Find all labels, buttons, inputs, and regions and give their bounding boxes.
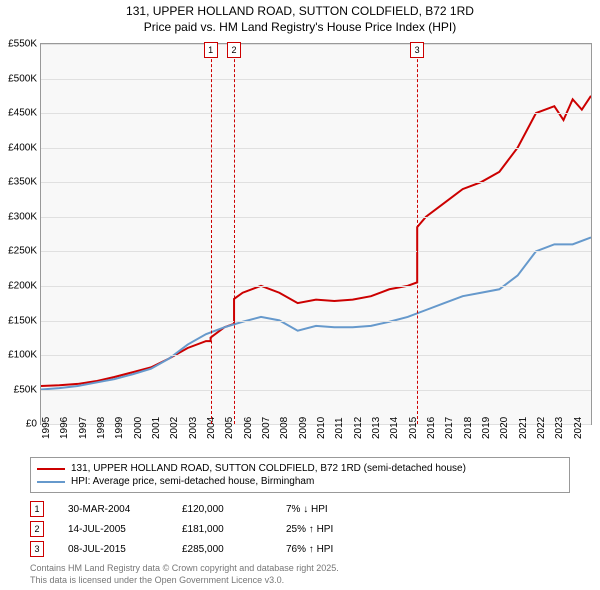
x-axis-label: 2009 xyxy=(298,417,309,439)
x-axis-label: 2013 xyxy=(371,417,382,439)
x-axis-label: 1997 xyxy=(78,417,89,439)
x-axis-label: 2018 xyxy=(463,417,474,439)
gridline xyxy=(41,390,591,391)
chart-plot-area: £0£50K£100K£150K£200K£250K£300K£350K£400… xyxy=(40,43,592,425)
y-axis-label: £300K xyxy=(1,211,37,222)
y-axis-label: £550K xyxy=(1,39,37,50)
footer-line-2: This data is licensed under the Open Gov… xyxy=(30,575,570,587)
y-axis-label: £500K xyxy=(1,73,37,84)
legend-item: HPI: Average price, semi-detached house,… xyxy=(37,475,563,488)
x-axis-label: 1996 xyxy=(59,417,70,439)
gridline xyxy=(41,251,591,252)
gridline xyxy=(41,44,591,45)
x-axis-label: 2012 xyxy=(353,417,364,439)
marker-line xyxy=(211,44,212,424)
transaction-id: 2 xyxy=(30,521,44,537)
y-axis-label: £200K xyxy=(1,281,37,292)
y-axis-label: £250K xyxy=(1,246,37,257)
x-axis-label: 2010 xyxy=(316,417,327,439)
x-axis-label: 2006 xyxy=(243,417,254,439)
y-axis-label: £50K xyxy=(1,384,37,395)
series-price_paid xyxy=(41,96,591,386)
x-axis-label: 2002 xyxy=(169,417,180,439)
legend-item: 131, UPPER HOLLAND ROAD, SUTTON COLDFIEL… xyxy=(37,462,563,475)
title-line-1: 131, UPPER HOLLAND ROAD, SUTTON COLDFIEL… xyxy=(0,4,600,20)
x-axis-label: 2016 xyxy=(426,417,437,439)
transaction-price: £285,000 xyxy=(182,544,262,555)
transaction-hpi: 76% ↑ HPI xyxy=(286,544,376,555)
marker-line xyxy=(234,44,235,424)
gridline xyxy=(41,148,591,149)
transaction-table: 1 30-MAR-2004 £120,000 7% ↓ HPI 2 14-JUL-2005… xyxy=(30,499,570,559)
transaction-hpi: 25% ↑ HPI xyxy=(286,524,376,535)
gridline xyxy=(41,113,591,114)
gridline xyxy=(41,321,591,322)
transaction-date: 30-MAR-2004 xyxy=(68,504,158,515)
chart-footer: Contains HM Land Registry data © Crown c… xyxy=(30,563,570,586)
table-row: 1 30-MAR-2004 £120,000 7% ↓ HPI xyxy=(30,499,570,519)
y-axis-label: £150K xyxy=(1,315,37,326)
series-hpi xyxy=(41,238,591,390)
legend-swatch xyxy=(37,468,65,470)
y-axis-label: £400K xyxy=(1,142,37,153)
title-line-2: Price paid vs. HM Land Registry's House … xyxy=(0,20,600,36)
x-axis-label: 1999 xyxy=(114,417,125,439)
x-axis-label: 2020 xyxy=(499,417,510,439)
footer-line-1: Contains HM Land Registry data © Crown c… xyxy=(30,563,570,575)
marker-label: 3 xyxy=(410,42,424,58)
x-axis-label: 2003 xyxy=(188,417,199,439)
x-axis-label: 2007 xyxy=(261,417,272,439)
y-axis-label: £100K xyxy=(1,350,37,361)
legend-label: 131, UPPER HOLLAND ROAD, SUTTON COLDFIEL… xyxy=(71,463,466,474)
marker-label: 1 xyxy=(204,42,218,58)
x-axis-label: 1998 xyxy=(96,417,107,439)
x-axis-label: 2022 xyxy=(536,417,547,439)
x-axis-label: 2001 xyxy=(151,417,162,439)
x-axis-label: 2017 xyxy=(444,417,455,439)
x-axis-label: 2014 xyxy=(389,417,400,439)
transaction-date: 08-JUL-2015 xyxy=(68,544,158,555)
y-axis-label: £450K xyxy=(1,108,37,119)
x-axis-label: 1995 xyxy=(41,417,52,439)
table-row: 2 14-JUL-2005 £181,000 25% ↑ HPI xyxy=(30,519,570,539)
transaction-date: 14-JUL-2005 xyxy=(68,524,158,535)
x-axis-label: 2021 xyxy=(518,417,529,439)
table-row: 3 08-JUL-2015 £285,000 76% ↑ HPI xyxy=(30,539,570,559)
transaction-price: £120,000 xyxy=(182,504,262,515)
gridline xyxy=(41,286,591,287)
transaction-price: £181,000 xyxy=(182,524,262,535)
transaction-id: 1 xyxy=(30,501,44,517)
chart-title: 131, UPPER HOLLAND ROAD, SUTTON COLDFIEL… xyxy=(0,0,600,35)
x-axis-label: 2024 xyxy=(573,417,584,439)
gridline xyxy=(41,182,591,183)
x-axis-label: 2019 xyxy=(481,417,492,439)
gridline xyxy=(41,79,591,80)
transaction-id: 3 xyxy=(30,541,44,557)
marker-line xyxy=(417,44,418,424)
chart-container: 131, UPPER HOLLAND ROAD, SUTTON COLDFIEL… xyxy=(0,0,600,590)
gridline xyxy=(41,355,591,356)
x-axis-label: 2023 xyxy=(554,417,565,439)
chart-legend: 131, UPPER HOLLAND ROAD, SUTTON COLDFIEL… xyxy=(30,457,570,493)
transaction-hpi: 7% ↓ HPI xyxy=(286,504,376,515)
x-axis-label: 2008 xyxy=(279,417,290,439)
marker-label: 2 xyxy=(227,42,241,58)
legend-swatch xyxy=(37,481,65,483)
y-axis-label: £0 xyxy=(1,419,37,430)
legend-label: HPI: Average price, semi-detached house,… xyxy=(71,476,314,487)
x-axis-label: 2000 xyxy=(133,417,144,439)
x-axis-label: 2011 xyxy=(334,418,345,440)
y-axis-label: £350K xyxy=(1,177,37,188)
chart-lines xyxy=(41,44,591,424)
gridline xyxy=(41,217,591,218)
